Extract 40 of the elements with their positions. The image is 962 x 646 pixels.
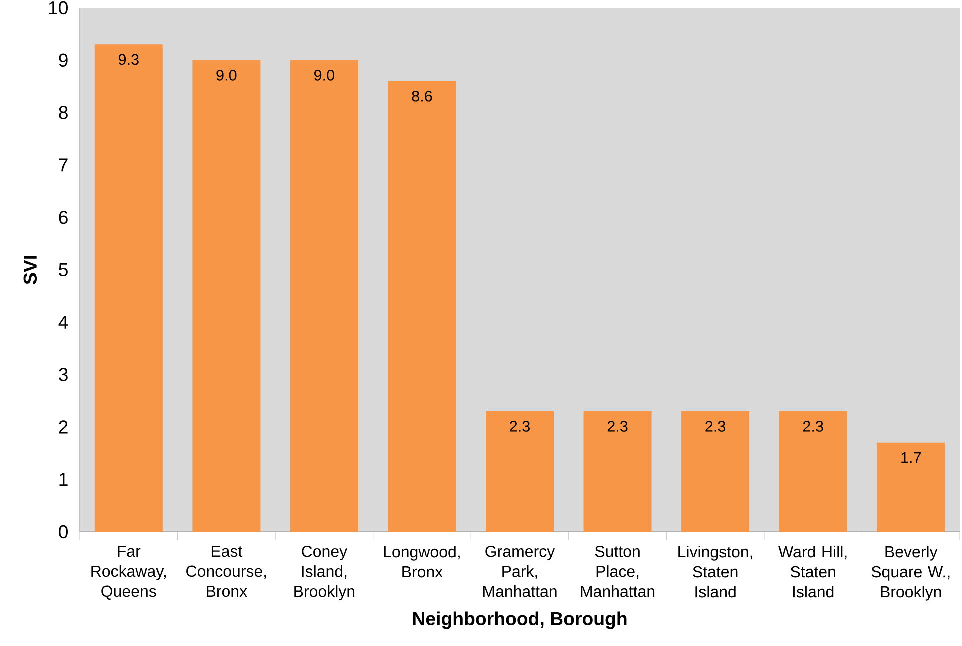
y-tick-label: 7: [59, 158, 68, 172]
data-label: 9.0: [216, 70, 237, 81]
y-tick-label: 4: [58, 316, 68, 329]
data-label: 2.3: [608, 421, 628, 432]
data-label: 2.3: [510, 421, 530, 432]
x-tick-label: Longwood, Bronx: [384, 546, 460, 578]
bar: [388, 81, 456, 532]
y-tick-label: 1: [60, 473, 68, 486]
bar: [94, 44, 163, 532]
bar: [290, 60, 358, 532]
x-tick-label: Beverly Square W., Brooklyn: [872, 546, 950, 601]
x-tick-label: Coney Island, Brooklyn: [294, 546, 355, 600]
data-label: 1.7: [902, 452, 921, 464]
x-tick-label: Far Rockaway, Queens: [92, 546, 166, 600]
y-tick-label: 8: [59, 106, 68, 120]
y-axis-title: SVI: [24, 256, 38, 284]
data-label: 2.3: [803, 421, 824, 432]
x-axis-title: Neighborhood, Borough: [413, 612, 627, 630]
x-tick-label: East Concourse, Bronx: [186, 546, 266, 598]
y-tick-label: 3: [59, 368, 68, 382]
y-tick-label: 2: [59, 420, 68, 434]
bar: [486, 411, 554, 532]
data-label: 8.6: [412, 90, 432, 102]
y-tick-label: 10: [49, 1, 68, 15]
data-label: 9.0: [314, 70, 334, 81]
data-label: 2.3: [706, 421, 726, 432]
y-tick-label: 0: [59, 525, 68, 539]
bar: [779, 411, 848, 532]
x-tick-label: Ward Hill, Staten Island: [778, 546, 847, 598]
y-tick-label: 5: [59, 263, 68, 277]
data-label: 9.3: [118, 54, 139, 66]
y-tick-label: 9: [59, 54, 68, 68]
y-tick-label: 6: [59, 210, 68, 224]
x-tick-label: Sutton Place, Manhattan: [581, 546, 655, 598]
bar: [682, 411, 750, 532]
x-tick-label: Livingston, Staten Island: [678, 546, 752, 598]
bar: [584, 411, 652, 532]
bar: [192, 60, 261, 532]
x-tick-label: Gramercy Park, Manhattan: [484, 546, 557, 598]
bar: [877, 442, 946, 532]
